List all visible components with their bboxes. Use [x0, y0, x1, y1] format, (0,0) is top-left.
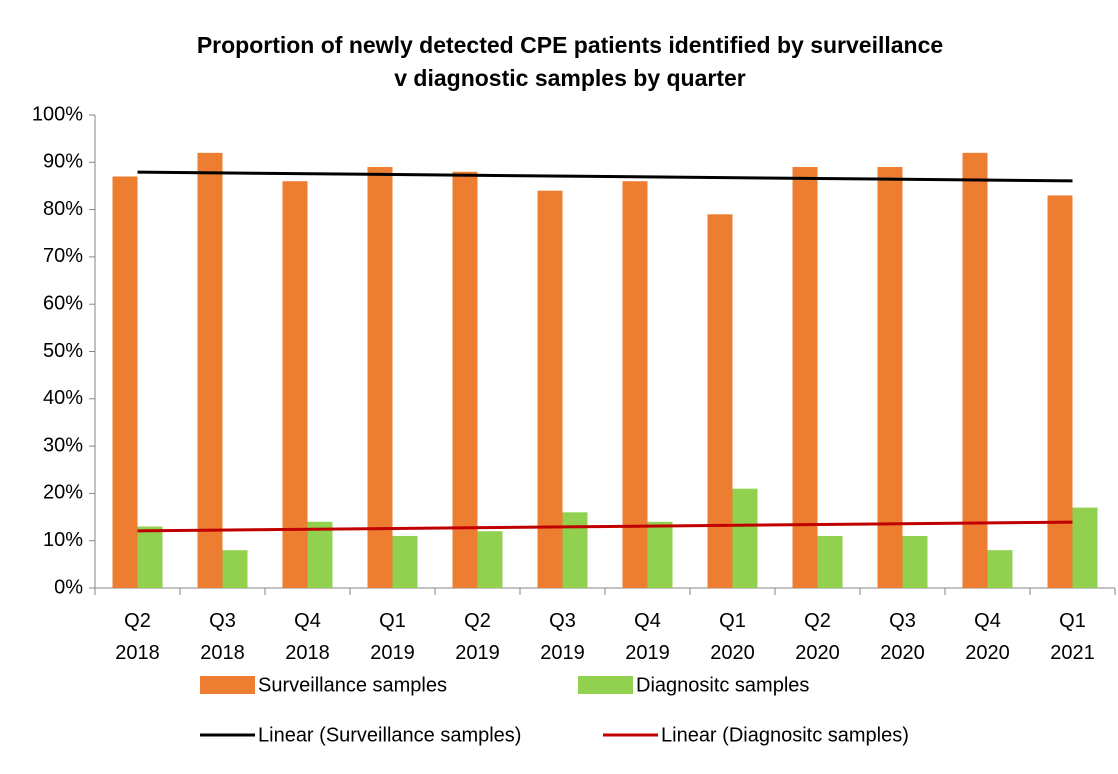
y-tick-label: 0% — [54, 576, 83, 598]
y-tick-label: 80% — [43, 198, 83, 220]
bar — [792, 167, 818, 588]
bar — [987, 550, 1013, 588]
bar — [392, 535, 418, 588]
bar — [732, 488, 758, 588]
x-tick-label: Q4 2018 — [285, 610, 330, 664]
bar — [707, 214, 733, 588]
legend-swatch — [578, 676, 633, 694]
y-tick-label: 70% — [43, 245, 83, 267]
legend-label: Linear (Surveillance samples) — [258, 724, 521, 746]
trendline — [137, 170, 1073, 183]
bar — [647, 521, 673, 588]
chart-title: Proportion of newly detected CPE patient… — [197, 32, 943, 58]
bar — [307, 521, 333, 588]
bar — [902, 535, 928, 588]
y-tick-label: 10% — [43, 529, 83, 551]
bar — [1047, 195, 1073, 588]
y-tick-label: 20% — [43, 482, 83, 504]
bar — [452, 171, 478, 588]
legend-label: Surveillance samples — [258, 674, 447, 696]
y-tick-label: 90% — [43, 151, 83, 173]
bar — [622, 181, 648, 588]
bar — [562, 512, 588, 588]
bar — [962, 152, 988, 588]
bar — [137, 526, 163, 588]
x-tick-label: Q2 2020 — [795, 610, 840, 664]
bar — [477, 531, 503, 588]
x-tick-label: Q2 2018 — [115, 610, 160, 664]
y-tick-label: 50% — [43, 340, 83, 362]
bar — [197, 152, 223, 588]
bar — [367, 167, 393, 588]
x-tick-label: Q1 2019 — [370, 610, 415, 664]
x-tick-label: Q1 2021 — [1050, 610, 1095, 664]
x-tick-label: Q2 2019 — [455, 610, 500, 664]
bar — [877, 167, 903, 588]
legend-label: Linear (Diagnositc samples) — [661, 724, 909, 746]
y-tick-label: 40% — [43, 387, 83, 409]
chart-title: v diagnostic samples by quarter — [394, 65, 746, 91]
bar — [282, 181, 308, 588]
x-tick-label: Q1 2020 — [710, 610, 755, 664]
y-tick-label: 60% — [43, 292, 83, 314]
bar — [222, 550, 248, 588]
x-tick-label: Q3 2018 — [200, 610, 245, 664]
x-tick-label: Q3 2019 — [540, 610, 585, 664]
y-tick-label: 30% — [43, 434, 83, 456]
x-tick-label: Q4 2019 — [625, 610, 670, 664]
legend-label: Diagnositc samples — [636, 674, 809, 696]
y-tick-label: 100% — [32, 103, 83, 125]
x-tick-label: Q3 2020 — [880, 610, 925, 664]
bar — [817, 535, 843, 588]
bar — [537, 190, 563, 588]
legend-swatch — [200, 676, 255, 694]
trendline — [137, 520, 1073, 533]
bar — [1072, 507, 1098, 588]
x-tick-label: Q4 2020 — [965, 610, 1010, 664]
bar — [112, 176, 138, 589]
